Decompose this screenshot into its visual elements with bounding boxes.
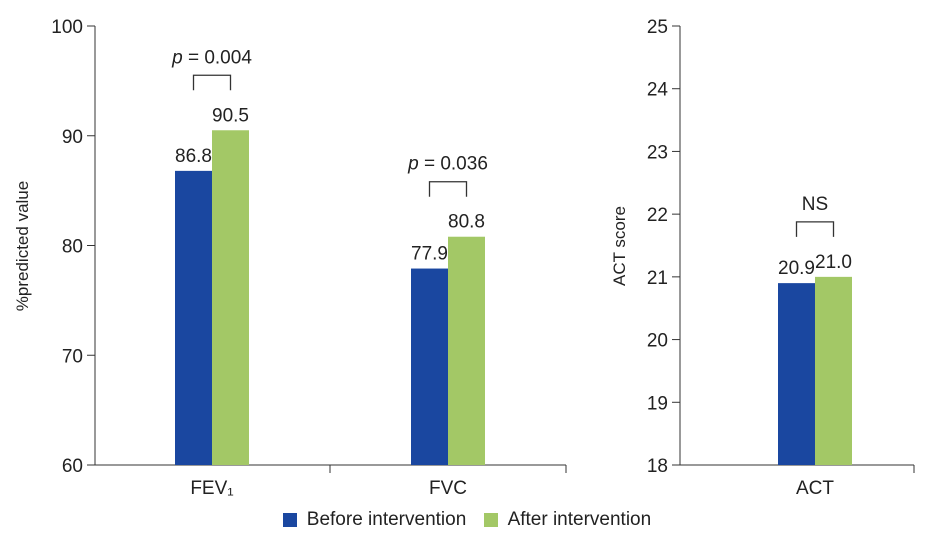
bar-after (448, 236, 485, 465)
legend-item-before: Before intervention (282, 509, 467, 530)
legend: Before intervention After intervention (0, 510, 934, 532)
y-tick-label: 90 (62, 127, 83, 148)
p-value: = 0.036 (419, 154, 488, 175)
x-tick-label: FVC (429, 478, 467, 499)
legend-label-after: After intervention (507, 509, 652, 530)
y-tick-label: 18 (647, 456, 668, 477)
y-tick-label: 100 (51, 17, 83, 38)
significance-bracket (428, 181, 468, 197)
p-value-label: NS (802, 194, 828, 215)
bar-after (212, 130, 249, 465)
bar-before (175, 170, 212, 465)
y-tick-label: 25 (647, 17, 668, 38)
data-label: 20.9 (778, 258, 815, 279)
data-label: 21.0 (815, 252, 852, 273)
y-tick-label: 70 (62, 346, 83, 367)
y-tick-label: 22 (647, 205, 668, 226)
data-label: 90.5 (212, 105, 249, 126)
y-tick-label: 23 (647, 142, 668, 163)
y-axis-label: %predicted value (13, 181, 32, 311)
y-tick-label: 60 (62, 456, 83, 477)
y-tick-label: 80 (62, 237, 83, 258)
bar-after (815, 276, 852, 465)
significance-bracket (192, 74, 232, 91)
p-value-label: p = 0.036 (407, 154, 488, 175)
bar-before (411, 268, 448, 465)
x-tick-label: ACT (796, 478, 834, 499)
y-tick-label: 21 (647, 268, 668, 289)
data-label: 86.8 (175, 146, 212, 167)
data-label: 80.8 (448, 212, 485, 233)
y-axis-label: ACT score (610, 206, 629, 286)
y-tick-label: 20 (647, 331, 668, 352)
significance-bracket (795, 221, 835, 237)
legend-swatch-after (483, 513, 498, 527)
legend-item-after: After intervention (483, 509, 652, 530)
p-symbol: p (407, 154, 419, 175)
data-label: 77.9 (411, 244, 448, 265)
bar-before (778, 283, 815, 465)
p-symbol: p (171, 47, 183, 68)
p-value: = 0.004 (183, 47, 253, 68)
y-tick-label: 24 (647, 80, 669, 101)
x-tick-label: FEV₁ (190, 478, 233, 499)
p-value-label: p = 0.004 (171, 47, 252, 68)
y-tick-label: 19 (647, 393, 668, 414)
legend-label-before: Before intervention (306, 509, 467, 530)
legend-swatch-before (282, 513, 297, 527)
